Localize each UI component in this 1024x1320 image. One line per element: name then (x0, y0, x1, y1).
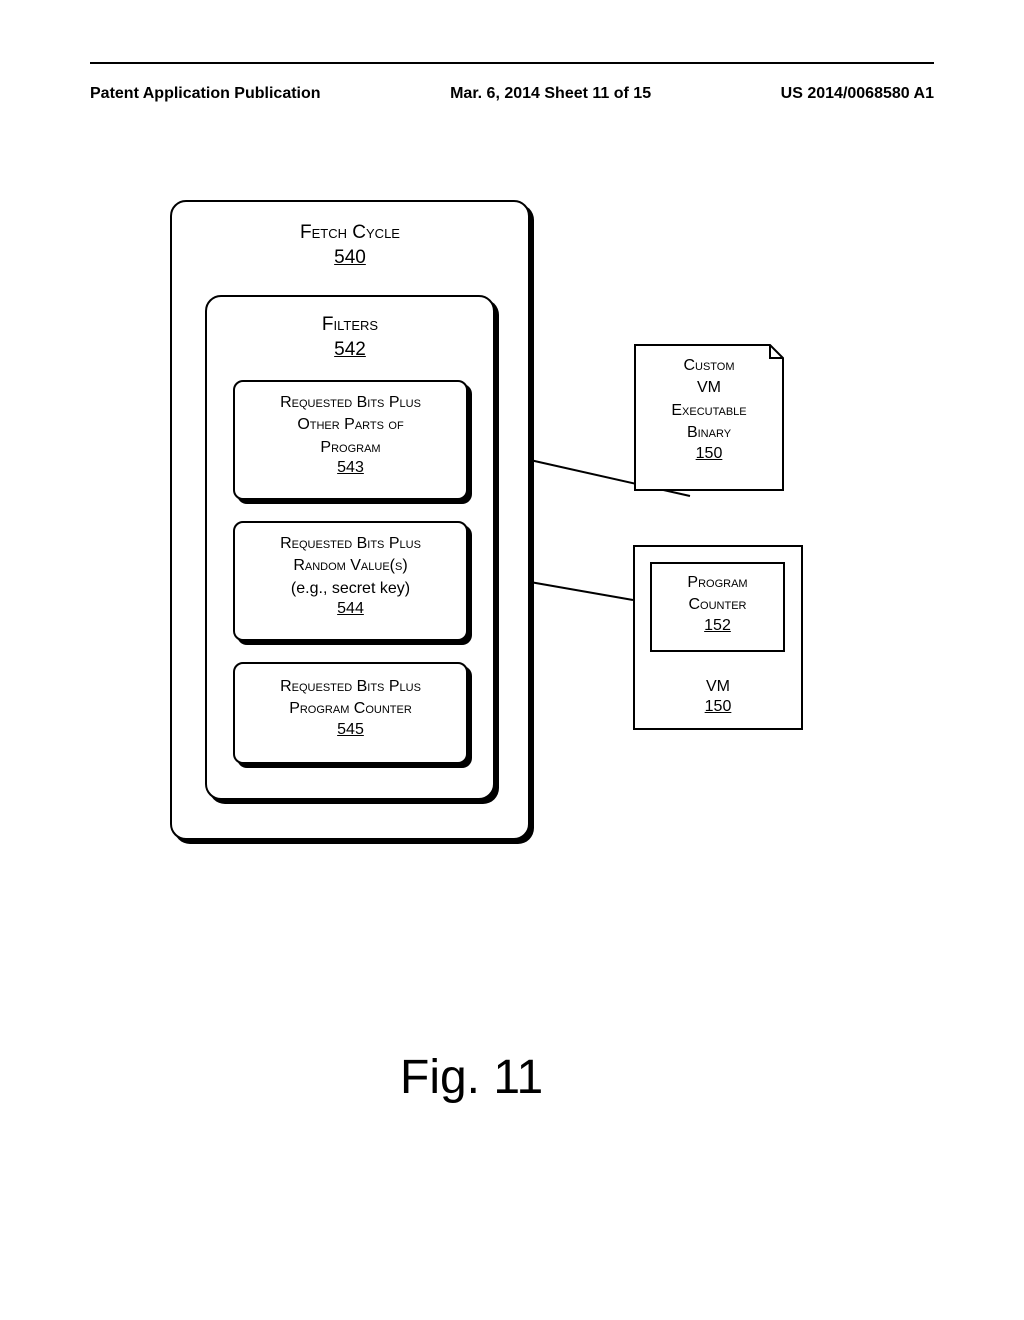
box-544-label3: (e.g., secret key) (235, 578, 466, 600)
box-545: Requested Bits Plus Program Counter 545 (233, 662, 468, 764)
header-divider (90, 62, 934, 64)
box-544-label2: Random Value(s) (235, 555, 466, 577)
box-544-num: 544 (235, 600, 466, 618)
header-left: Patent Application Publication (90, 85, 321, 103)
fetch-cycle-label: Fetch Cycle (172, 220, 528, 247)
box-544-label1: Requested Bits Plus (235, 533, 466, 555)
header-center: Mar. 6, 2014 Sheet 11 of 15 (450, 85, 651, 103)
box-543-num: 543 (235, 459, 466, 477)
header-right: US 2014/0068580 A1 (781, 85, 934, 103)
program-counter-label1: Program (652, 572, 783, 594)
program-counter-box: Program Counter 152 (650, 562, 785, 652)
box-543-label2: Other Parts of (235, 414, 466, 436)
filters-label: Filters (207, 312, 493, 339)
page-header: Patent Application Publication Mar. 6, 2… (0, 85, 1024, 103)
connector-line-2 (530, 582, 633, 600)
box-545-num: 545 (235, 721, 466, 739)
box-545-label1: Requested Bits Plus (235, 676, 466, 698)
fetch-cycle-num: 540 (172, 247, 528, 269)
custom-vm-box: Custom VM Executable Binary 150 (635, 345, 783, 490)
custom-vm-label2: VM (635, 377, 783, 399)
custom-vm-num: 150 (635, 445, 783, 463)
vm-label: VM (635, 676, 801, 698)
box-543-label1: Requested Bits Plus (235, 392, 466, 414)
custom-vm-label1: Custom (635, 355, 783, 377)
program-counter-label2: Counter (652, 594, 783, 616)
filters-num: 542 (207, 339, 493, 361)
diagram-container: Fetch Cycle 540 Filters 542 Requested Bi… (0, 200, 1024, 1100)
custom-vm-label3: Executable (635, 400, 783, 422)
vm-num: 150 (635, 698, 801, 716)
box-544: Requested Bits Plus Random Value(s) (e.g… (233, 521, 468, 641)
box-543: Requested Bits Plus Other Parts of Progr… (233, 380, 468, 500)
program-counter-num: 152 (652, 617, 783, 635)
custom-vm-label4: Binary (635, 422, 783, 444)
box-543-label3: Program (235, 437, 466, 459)
box-545-label2: Program Counter (235, 698, 466, 720)
figure-label: Fig. 11 (400, 1050, 543, 1105)
